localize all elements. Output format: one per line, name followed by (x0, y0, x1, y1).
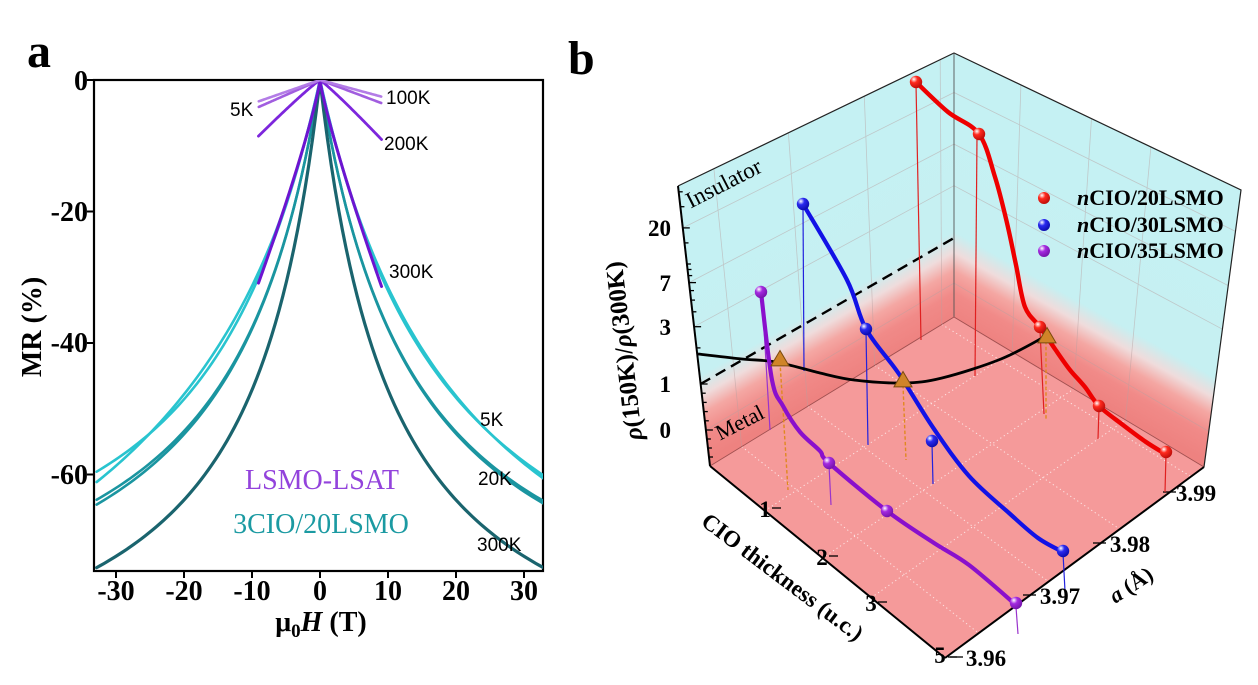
svg-text:5: 5 (934, 643, 946, 668)
svg-text:nCIO/20LSMO: nCIO/20LSMO (1077, 185, 1224, 210)
svg-text:300K: 300K (389, 262, 434, 283)
svg-text:100K: 100K (386, 88, 431, 109)
svg-text:30: 30 (510, 576, 538, 607)
svg-text:3.97: 3.97 (1040, 584, 1080, 609)
svg-text:3.99: 3.99 (1176, 481, 1216, 506)
svg-text:b: b (568, 32, 595, 85)
svg-text:0: 0 (313, 576, 327, 607)
svg-text:200K: 200K (384, 134, 429, 155)
svg-text:300K: 300K (477, 535, 522, 556)
svg-text:20K: 20K (478, 469, 512, 490)
svg-text:3CIO/20LSMO: 3CIO/20LSMO (233, 509, 409, 540)
svg-text:3.96: 3.96 (966, 646, 1006, 671)
svg-text:μ0H (T): μ0H (T) (275, 607, 366, 642)
svg-text:LSMO-LSAT: LSMO-LSAT (245, 465, 399, 496)
svg-text:0: 0 (660, 418, 672, 443)
svg-text:-30: -30 (97, 576, 134, 607)
svg-text:MR (%): MR (%) (17, 277, 48, 377)
svg-text:-20: -20 (165, 576, 202, 607)
svg-text:3.98: 3.98 (1110, 532, 1150, 557)
svg-text:-60: -60 (51, 460, 88, 491)
svg-text:-10: -10 (233, 576, 270, 607)
svg-text:2: 2 (816, 545, 828, 570)
svg-text:-20: -20 (51, 197, 88, 228)
svg-text:7: 7 (660, 271, 672, 296)
svg-text:nCIO/35LSMO: nCIO/35LSMO (1077, 238, 1224, 263)
svg-text:nCIO/30LSMO: nCIO/30LSMO (1077, 212, 1224, 237)
svg-text:1: 1 (660, 372, 672, 397)
svg-text:20: 20 (648, 216, 671, 241)
svg-text:0: 0 (74, 66, 88, 97)
svg-text:5K: 5K (480, 410, 504, 431)
svg-text:5K: 5K (230, 100, 254, 121)
svg-text:a: a (27, 25, 51, 78)
svg-text:3: 3 (865, 591, 877, 616)
svg-text:1: 1 (759, 497, 771, 522)
svg-text:3: 3 (660, 315, 672, 340)
svg-text:20: 20 (442, 576, 470, 607)
svg-text:-40: -40 (51, 328, 88, 359)
svg-text:10: 10 (374, 576, 402, 607)
